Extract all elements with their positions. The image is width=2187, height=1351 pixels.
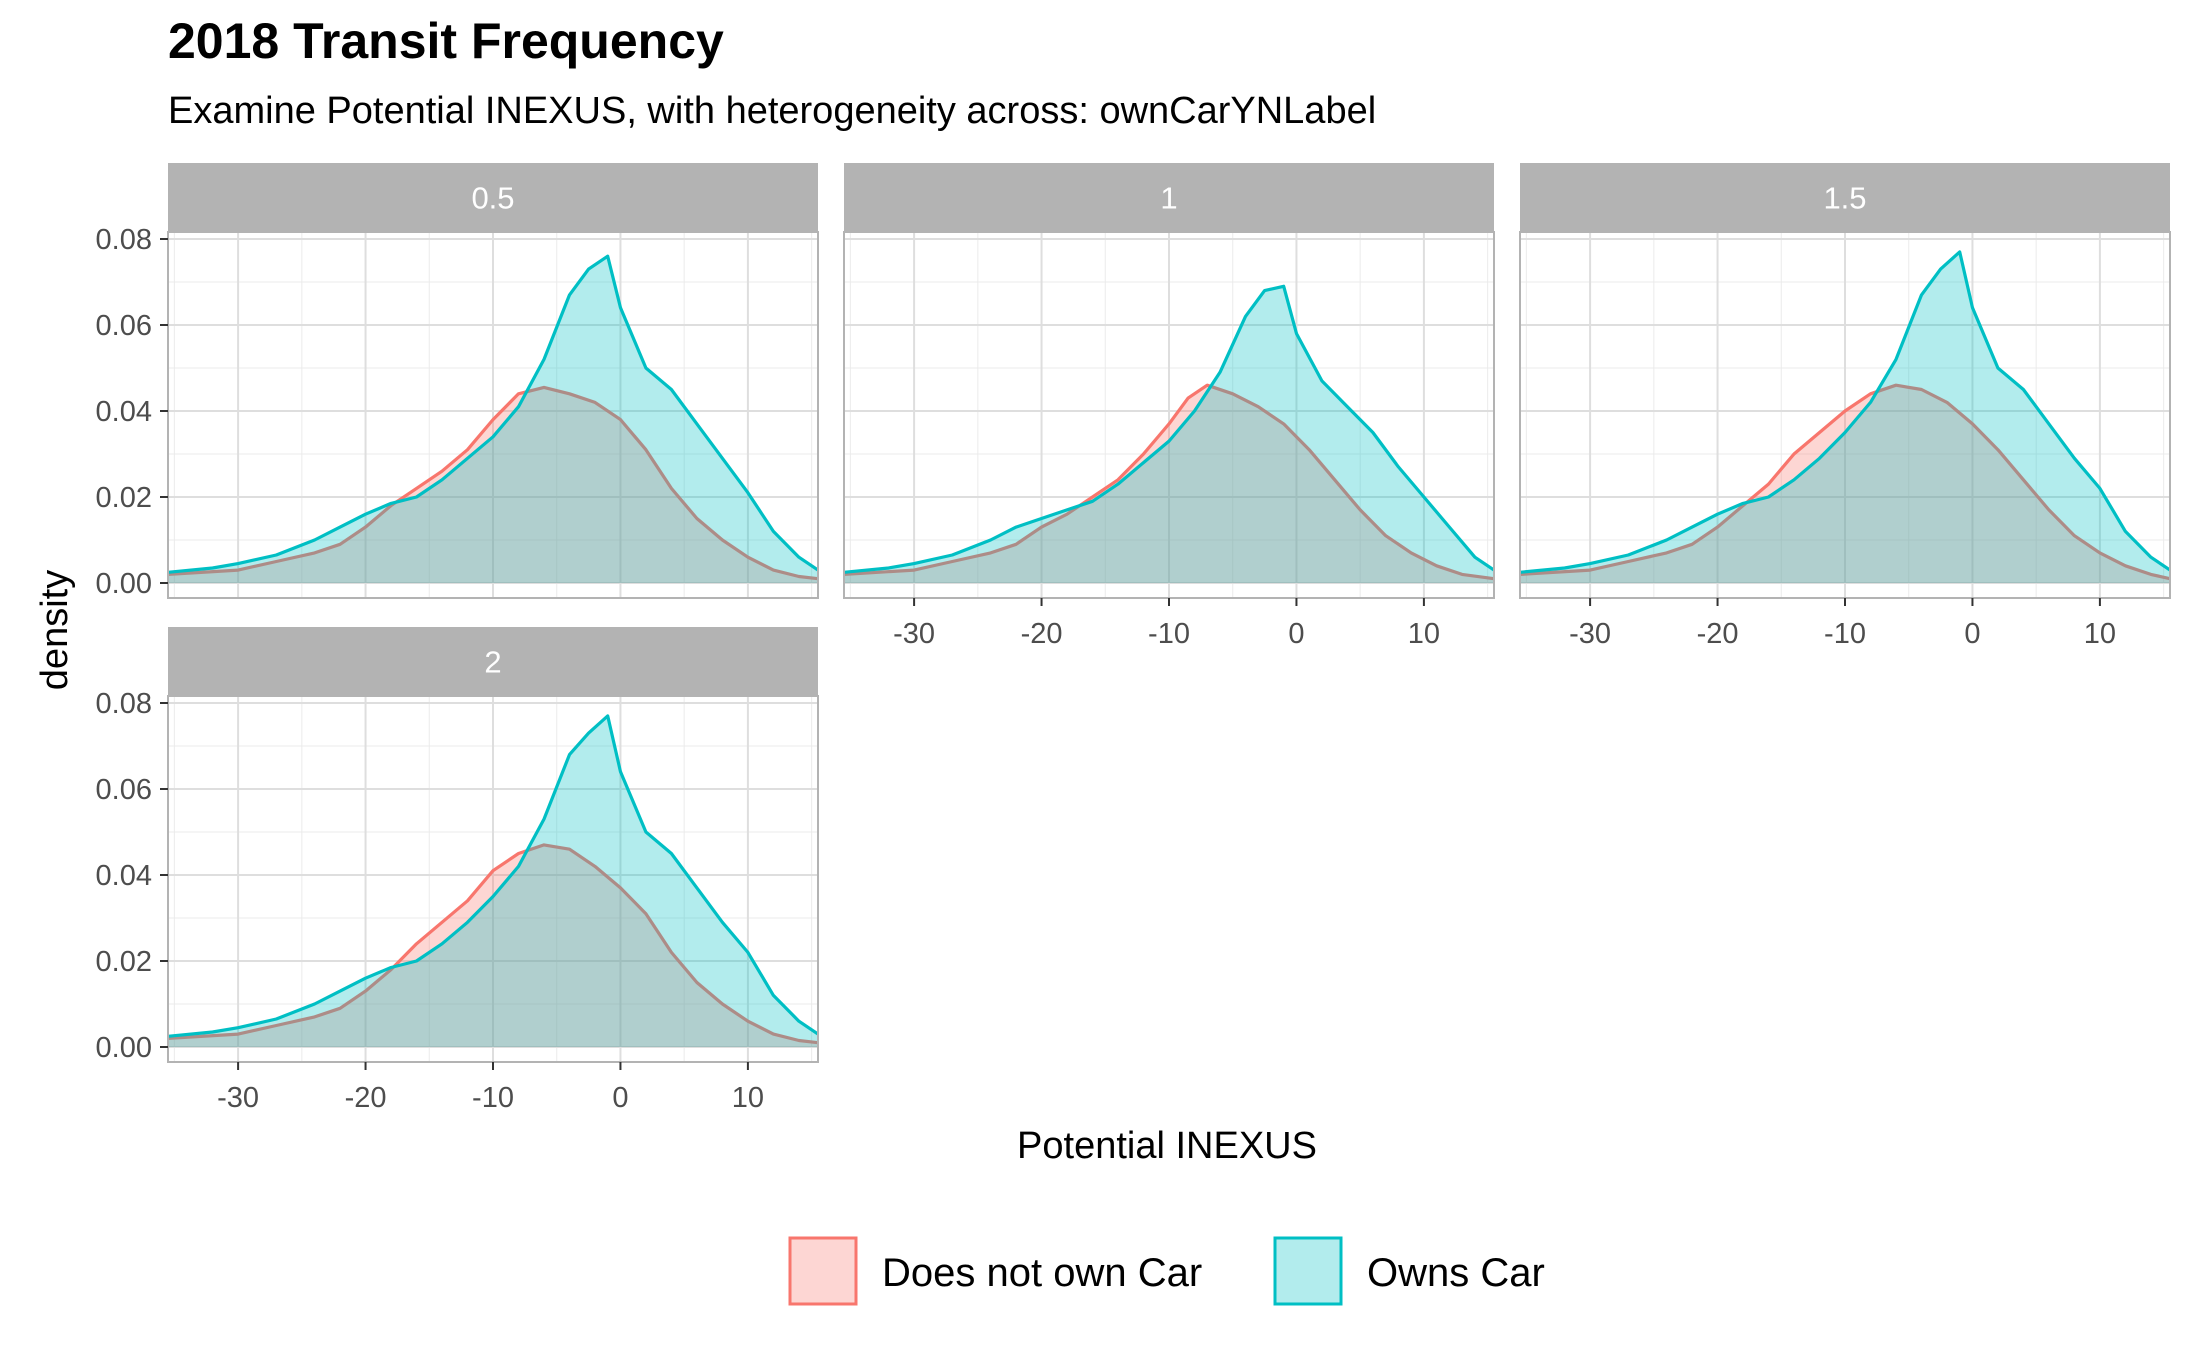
legend-key-owns-car	[1273, 1236, 1343, 1306]
facet-strip	[168, 163, 818, 232]
facet-strip-label: 1	[1160, 181, 1177, 216]
panel-border	[167, 231, 819, 599]
facet-panel-0: 0.5 0.00 0.02 0.04 0.06 0.08	[96, 163, 819, 600]
chart-subtitle: Examine Potential INEXUS, with heterogen…	[168, 90, 1377, 132]
x-tick-label: -20	[345, 1082, 387, 1114]
x-axis-title: Potential INEXUS	[1017, 1125, 1317, 1167]
facet-strip-label: 1.5	[1823, 181, 1866, 216]
legend: Does not own Car Owns Car	[788, 1236, 1545, 1306]
chart-title: 2018 Transit Frequency	[168, 13, 724, 69]
x-tick-label: 10	[2084, 618, 2116, 650]
density-line-does-not-own-car	[1519, 383, 2171, 581]
density-line-owns-car	[167, 714, 819, 1038]
density-line-owns-car	[843, 284, 1495, 574]
x-tick-label: -10	[472, 1082, 514, 1114]
x-tick-label: -30	[217, 1082, 259, 1114]
x-tick-label: 0	[1288, 618, 1304, 650]
density-area-owns-car	[168, 256, 818, 583]
density-area-owns-car	[1520, 251, 2170, 583]
density-area-owns-car	[168, 715, 818, 1047]
x-tick-label: -30	[1569, 618, 1611, 650]
density-area-owns-car	[844, 286, 1494, 583]
facet-panel-1: 1 -30 -20 -10 0 10	[843, 163, 1495, 650]
density-line-does-not-own-car	[167, 843, 819, 1045]
facet-strip-label: 2	[484, 645, 501, 680]
y-tick-label: 0.06	[96, 774, 152, 806]
x-tick-label: 0	[612, 1082, 628, 1114]
facet-strip	[168, 627, 818, 696]
facet-strip	[844, 163, 1494, 232]
panels-layer: 0.5 0.00 0.02 0.04 0.06 0.08 1 -30 -20 -10 0 10 1.5 -…	[96, 163, 2171, 1114]
y-tick-label: 0.02	[96, 482, 152, 514]
x-tick-label: 10	[1408, 618, 1440, 650]
density-line-does-not-own-car	[843, 383, 1495, 581]
x-tick-label: -30	[893, 618, 935, 650]
density-area-does-not-own-car	[844, 385, 1494, 583]
density-area-does-not-own-car	[168, 844, 818, 1047]
y-tick-label: 0.00	[96, 568, 152, 600]
x-tick-label: -10	[1824, 618, 1866, 650]
legend-label-does-not-own-car: Does not own Car	[882, 1251, 1202, 1295]
density-line-does-not-own-car	[167, 385, 819, 581]
density-line-owns-car	[167, 254, 819, 574]
density-line-owns-car	[1519, 250, 2171, 574]
y-tick-label: 0.00	[96, 1032, 152, 1064]
density-area-does-not-own-car	[1520, 385, 2170, 583]
y-tick-label: 0.06	[96, 310, 152, 342]
y-tick-label: 0.08	[96, 224, 152, 256]
density-area-does-not-own-car	[168, 387, 818, 583]
x-tick-label: 0	[1964, 618, 1980, 650]
x-tick-label: 10	[732, 1082, 764, 1114]
x-tick-label: -20	[1697, 618, 1739, 650]
y-tick-label: 0.04	[96, 860, 152, 892]
legend-key-does-not-own-car	[788, 1236, 858, 1306]
facet-panel-2: 1.5 -30 -20 -10 0 10	[1519, 163, 2171, 650]
y-tick-label: 0.02	[96, 946, 152, 978]
facet-strip	[1520, 163, 2170, 232]
facet-strip-label: 0.5	[471, 181, 514, 216]
y-axis-title: density	[34, 570, 76, 690]
y-tick-label: 0.08	[96, 688, 152, 720]
facet-panel-3: 2 0.00 0.02 0.04 0.06 0.08 -30 -20 -10 0 10	[96, 627, 819, 1114]
legend-label-owns-car: Owns Car	[1367, 1251, 1545, 1295]
x-tick-label: -20	[1021, 618, 1063, 650]
y-tick-label: 0.04	[96, 396, 152, 428]
x-tick-label: -10	[1148, 618, 1190, 650]
